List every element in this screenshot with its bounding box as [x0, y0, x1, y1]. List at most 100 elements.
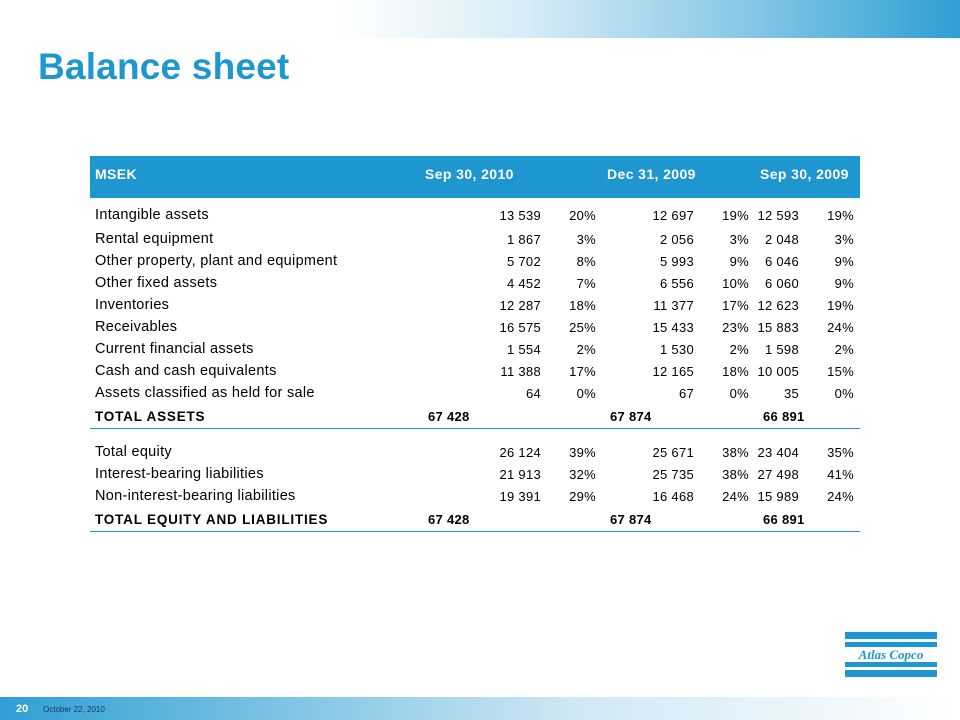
table-row: Interest-bearing liabilities 21 913 32% … [90, 463, 860, 485]
total-eq-liab-sep-2010: 67 428 [420, 507, 545, 532]
pct-dec-2009: 19% [722, 207, 749, 223]
pct-dec-2009: 17% [722, 297, 749, 313]
pct-sep-2009: 24% [827, 488, 854, 504]
total-eq-liab-sep-2009: 66 891 [755, 507, 860, 532]
table-row: Non-interest-bearing liabilities 19 391 … [90, 485, 860, 507]
empty-cell [698, 404, 755, 429]
table-row: Inventories 12 287 18% 11 377 17% 12 623… [90, 294, 860, 316]
table-row: Other property, plant and equipment 5 70… [90, 250, 860, 272]
logo-stripe-3 [845, 662, 937, 667]
pct-sep-2009: 19% [827, 297, 854, 313]
row-label: Rental equipment [95, 231, 214, 247]
value-dec-2009: 25 671 [652, 444, 694, 460]
pct-sep-2010: 20% [569, 207, 596, 223]
value-sep-2010: 1 554 [506, 341, 541, 357]
value-sep-2010: 1 867 [506, 231, 541, 247]
pct-sep-2009: 9% [834, 253, 854, 269]
pct-dec-2009: 3% [729, 231, 749, 247]
row-label: Intangible assets [95, 207, 209, 223]
pct-dec-2009: 10% [722, 275, 749, 291]
assets-body: Intangible assets 13 539 20% 12 697 19% … [90, 198, 860, 532]
value-dec-2009: 6 556 [659, 275, 694, 291]
balance-sheet-table: MSEK Sep 30, 2010 Dec 31, 2009 Sep 30, 2… [90, 156, 860, 532]
pct-sep-2010: 2% [576, 341, 596, 357]
balance-sheet-table-wrap: MSEK Sep 30, 2010 Dec 31, 2009 Sep 30, 2… [90, 156, 860, 532]
total-assets-dec-2009: 67 874 [602, 404, 698, 429]
row-label: Receivables [95, 319, 178, 335]
row-label: Current financial assets [95, 341, 254, 357]
logo-stripe-bottom [845, 670, 937, 677]
empty-cell [545, 507, 602, 532]
pct-sep-2010: 8% [576, 253, 596, 269]
value-sep-2010: 64 [525, 385, 541, 401]
table-header-row: MSEK Sep 30, 2010 Dec 31, 2009 Sep 30, 2… [90, 156, 860, 198]
value-dec-2009: 16 468 [652, 488, 694, 504]
pct-sep-2009: 3% [834, 231, 854, 247]
value-sep-2010: 21 913 [499, 466, 541, 482]
row-label: Other property, plant and equipment [95, 253, 338, 269]
value-dec-2009: 11 377 [653, 297, 694, 313]
logo-stripe-2 [845, 642, 937, 647]
pct-sep-2010: 7% [576, 275, 596, 291]
total-assets-label: TOTAL ASSETS [90, 404, 420, 429]
pct-sep-2009: 2% [834, 341, 854, 357]
pct-sep-2009: 9% [834, 275, 854, 291]
value-sep-2010: 19 391 [499, 488, 541, 504]
pct-dec-2009: 23% [722, 319, 749, 335]
row-label: Cash and cash equivalents [95, 363, 277, 379]
page-number: 20 [16, 703, 29, 715]
value-sep-2009: 2 048 [764, 231, 799, 247]
page-title: Balance sheet [38, 46, 290, 87]
empty-cell [545, 404, 602, 429]
value-sep-2010: 4 452 [506, 275, 541, 291]
value-sep-2010: 11 388 [500, 363, 541, 379]
value-sep-2009: 10 005 [757, 363, 799, 379]
total-equity-liabilities-row: TOTAL EQUITY AND LIABILITIES 67 428 67 8… [90, 507, 860, 532]
logo-stripe-top [845, 632, 937, 639]
logo-text: Atlas Copco [858, 647, 924, 662]
table-row: Receivables 16 575 25% 15 433 23% 15 883… [90, 316, 860, 338]
total-assets-sep-2010: 67 428 [420, 404, 545, 429]
table-row: Cash and cash equivalents 11 388 17% 12 … [90, 360, 860, 382]
pct-sep-2010: 3% [576, 231, 596, 247]
value-sep-2010: 12 287 [499, 297, 541, 313]
pct-dec-2009: 9% [729, 253, 749, 269]
row-label: Interest-bearing liabilities [95, 466, 264, 482]
row-label: Other fixed assets [95, 275, 218, 291]
pct-sep-2010: 39% [569, 444, 596, 460]
total-assets-row: TOTAL ASSETS 67 428 67 874 66 891 [90, 404, 860, 429]
table-row: Intangible assets 13 539 20% 12 697 19% … [90, 198, 860, 228]
pct-sep-2009: 0% [834, 385, 854, 401]
pct-sep-2010: 25% [569, 319, 596, 335]
pct-dec-2009: 24% [722, 488, 749, 504]
header-sep-2009: Sep 30, 2009 [755, 156, 860, 198]
value-sep-2009: 35 [783, 385, 799, 401]
header-msek: MSEK [90, 156, 420, 198]
top-gradient-band [0, 0, 960, 38]
value-sep-2009: 12 623 [757, 297, 799, 313]
total-eq-liab-dec-2009: 67 874 [602, 507, 698, 532]
pct-sep-2009: 15% [827, 363, 854, 379]
value-dec-2009: 5 993 [659, 253, 694, 269]
atlas-copco-logo: Atlas Copco [845, 632, 937, 677]
value-dec-2009: 2 056 [659, 231, 694, 247]
table-row: Assets classified as held for sale 64 0%… [90, 382, 860, 404]
value-sep-2010: 16 575 [499, 319, 541, 335]
row-label: Total equity [95, 444, 172, 460]
pct-sep-2010: 29% [569, 488, 596, 504]
pct-dec-2009: 0% [729, 385, 749, 401]
value-sep-2009: 12 593 [757, 207, 799, 223]
total-equity-liabilities-label: TOTAL EQUITY AND LIABILITIES [90, 507, 420, 532]
row-label: Assets classified as held for sale [95, 385, 315, 401]
table-row: Other fixed assets 4 452 7% 6 556 10% 6 … [90, 272, 860, 294]
row-label: Inventories [95, 297, 170, 313]
value-sep-2009: 27 498 [757, 466, 799, 482]
bottom-gradient-band [0, 697, 960, 720]
value-sep-2010: 13 539 [499, 207, 541, 223]
pct-sep-2009: 41% [827, 466, 854, 482]
pct-sep-2010: 18% [569, 297, 596, 313]
value-sep-2010: 26 124 [499, 444, 541, 460]
pct-sep-2009: 24% [827, 319, 854, 335]
value-dec-2009: 12 165 [652, 363, 694, 379]
pct-dec-2009: 38% [722, 444, 749, 460]
